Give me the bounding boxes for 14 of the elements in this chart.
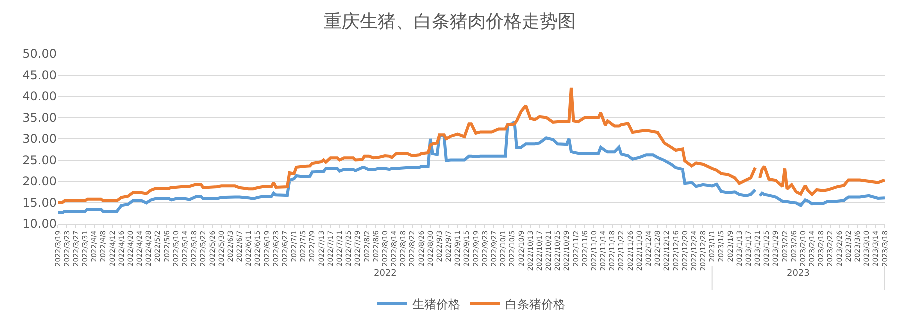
y-tick-label: 45.00 — [22, 68, 57, 82]
y-tick-label: 25.00 — [22, 153, 57, 168]
text: 2023 — [787, 269, 810, 279]
y-tick-label: 50.00 — [22, 47, 57, 62]
y-tick-label: 20.00 — [22, 174, 57, 189]
y-tick-label: 15.00 — [22, 196, 57, 210]
y-tick-label: 30.00 — [22, 132, 57, 146]
y-tick-label: 35.00 — [22, 110, 57, 125]
text: 2022 — [374, 269, 397, 279]
legend-label: 白条猪价格 — [506, 298, 566, 312]
y-tick-label: 40.00 — [22, 90, 57, 104]
chart-title: 重庆生猪、白条猪肉价格走势图 — [324, 11, 576, 32]
y-tick-label: 10.00 — [22, 217, 57, 232]
legend-label: 生猪价格 — [412, 298, 460, 312]
